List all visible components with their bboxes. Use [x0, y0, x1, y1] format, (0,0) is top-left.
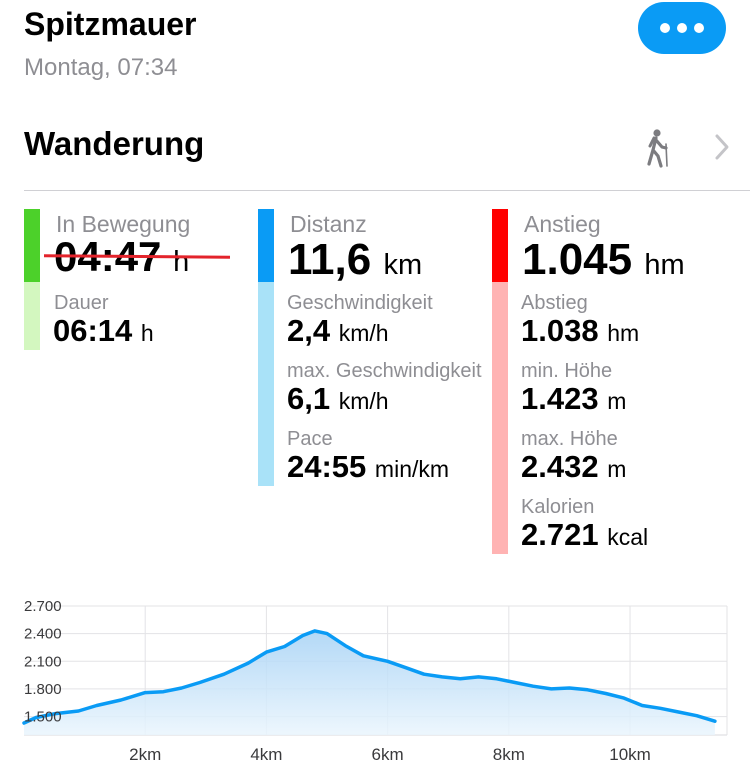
- max-speed-number: 6,1: [287, 381, 331, 416]
- min-height-label: min. Höhe: [521, 360, 613, 382]
- min-height-unit: m: [607, 388, 627, 414]
- max-speed-value: 6,1 km/h: [287, 383, 389, 414]
- x-tick-label: 2km: [129, 745, 161, 764]
- page-title: Spitzmauer: [24, 6, 197, 42]
- hiker-icon[interactable]: [642, 128, 672, 168]
- chevron-right-icon[interactable]: [712, 132, 732, 162]
- max-height-unit: m: [607, 456, 627, 482]
- duration-label: Dauer: [54, 292, 109, 314]
- ascent-color-bar: [492, 209, 508, 282]
- max-height-label: max. Höhe: [521, 428, 618, 450]
- y-tick-label: 2.400: [24, 626, 62, 643]
- distance-number: 11,6: [288, 235, 372, 284]
- duration-value: 06:14 h: [53, 315, 154, 346]
- max-height-number: 2.432: [521, 449, 599, 484]
- ascent-value: 1.045 hm: [522, 238, 685, 282]
- divider: [24, 190, 750, 191]
- descent-number: 1.038: [521, 313, 599, 348]
- ascent-unit: hm: [644, 249, 685, 281]
- x-tick-label: 6km: [372, 745, 404, 764]
- pace-number: 24:55: [287, 449, 367, 484]
- distance-label: Distanz: [290, 211, 367, 237]
- duration-color-bar: [24, 282, 40, 350]
- more-dots-icon: [677, 23, 687, 33]
- page-subtitle-date: Montag, 07:34: [24, 54, 178, 81]
- distance-value: 11,6 km: [288, 238, 422, 282]
- more-options-button[interactable]: [638, 2, 726, 54]
- calories-number: 2.721: [521, 517, 599, 552]
- y-tick-label: 2.100: [24, 653, 62, 670]
- elevation-area: [24, 630, 715, 735]
- distance-unit: km: [383, 249, 423, 281]
- min-height-value: 1.423 m: [521, 383, 626, 414]
- activity-type-label: Wanderung: [24, 125, 205, 162]
- moving-label: In Bewegung: [56, 211, 191, 237]
- duration-time: 06:14: [53, 313, 133, 348]
- calories-label: Kalorien: [521, 496, 595, 518]
- speed-value: 2,4 km/h: [287, 315, 389, 346]
- more-dots-icon: [694, 23, 704, 33]
- descent-unit: hm: [607, 320, 640, 346]
- speed-label: Geschwindigkeit: [287, 292, 433, 314]
- more-dots-icon: [660, 23, 670, 33]
- speed-unit: km/h: [338, 320, 389, 346]
- pace-unit: min/km: [374, 456, 450, 482]
- calories-value: 2.721 kcal: [521, 519, 648, 550]
- y-tick-label: 1.500: [24, 709, 62, 726]
- ascent-number: 1.045: [522, 235, 633, 284]
- moving-color-bar: [24, 209, 40, 282]
- elevation-color-bar: [492, 282, 508, 554]
- pace-value: 24:55 min/km: [287, 451, 449, 482]
- speed-number: 2,4: [287, 313, 331, 348]
- y-tick-label: 2.700: [24, 598, 62, 615]
- distance-color-bar: [258, 209, 274, 282]
- elevation-line: [22, 629, 717, 725]
- max-speed-label: max. Geschwindigkeit: [287, 360, 482, 382]
- elevation-chart[interactable]: 2km 4km 6km 8km 10km 1.500 1.800 2.100 2.400 2.70…: [0, 590, 750, 781]
- max-height-value: 2.432 m: [521, 451, 626, 482]
- x-tick-label: 10km: [609, 745, 651, 764]
- pace-label: Pace: [287, 428, 333, 450]
- descent-value: 1.038 hm: [521, 315, 639, 346]
- min-height-number: 1.423: [521, 381, 599, 416]
- calories-unit: kcal: [607, 524, 649, 550]
- speed-color-bar: [258, 282, 274, 486]
- duration-unit: h: [140, 320, 154, 346]
- y-tick-label: 1.800: [24, 681, 62, 698]
- ascent-label: Anstieg: [524, 211, 601, 237]
- moving-unit: h: [173, 246, 190, 278]
- x-tick-label: 8km: [493, 745, 525, 764]
- descent-label: Abstieg: [521, 292, 588, 314]
- max-speed-unit: km/h: [338, 388, 389, 414]
- x-tick-label: 4km: [250, 745, 282, 764]
